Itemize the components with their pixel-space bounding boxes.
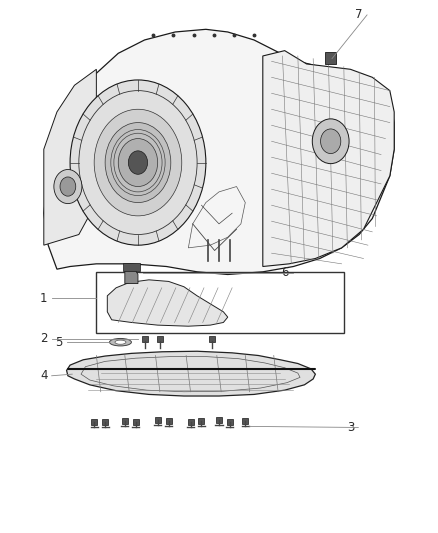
Polygon shape	[125, 271, 138, 284]
Bar	[123, 263, 140, 271]
Circle shape	[94, 109, 182, 216]
Polygon shape	[44, 69, 96, 245]
Circle shape	[60, 177, 76, 196]
Bar	[325, 52, 336, 64]
Text: 6: 6	[281, 266, 289, 279]
Polygon shape	[67, 351, 315, 396]
Circle shape	[118, 139, 158, 187]
Circle shape	[312, 119, 349, 164]
Text: 4: 4	[40, 369, 48, 382]
Circle shape	[70, 80, 206, 245]
Circle shape	[54, 169, 82, 204]
Polygon shape	[107, 280, 228, 326]
Ellipse shape	[115, 340, 126, 344]
Text: 7: 7	[355, 9, 363, 21]
Bar	[96, 272, 344, 333]
Circle shape	[321, 129, 341, 154]
Text: 5: 5	[56, 336, 63, 349]
Text: 2: 2	[40, 333, 48, 345]
Polygon shape	[44, 29, 394, 274]
Text: 1: 1	[40, 292, 48, 305]
Ellipse shape	[110, 338, 131, 346]
Text: 3: 3	[347, 421, 354, 434]
Circle shape	[128, 151, 148, 174]
Circle shape	[105, 123, 171, 203]
Polygon shape	[263, 51, 394, 266]
